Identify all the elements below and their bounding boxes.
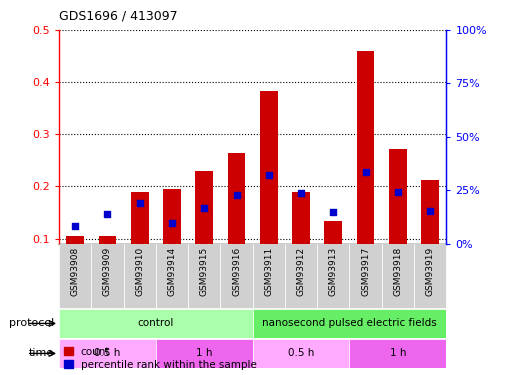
- FancyBboxPatch shape: [59, 309, 252, 338]
- Text: GSM93917: GSM93917: [361, 247, 370, 296]
- FancyBboxPatch shape: [317, 244, 349, 308]
- Text: GSM93911: GSM93911: [264, 247, 273, 296]
- Bar: [163, 189, 181, 244]
- FancyBboxPatch shape: [91, 244, 124, 308]
- Point: [329, 209, 338, 215]
- Text: GDS1696 / 413097: GDS1696 / 413097: [59, 9, 177, 22]
- Bar: [292, 192, 310, 244]
- Text: 0.5 h: 0.5 h: [288, 348, 314, 358]
- Text: protocol: protocol: [9, 318, 54, 328]
- FancyBboxPatch shape: [156, 339, 252, 368]
- FancyBboxPatch shape: [188, 244, 221, 308]
- FancyBboxPatch shape: [285, 244, 317, 308]
- Point: [426, 208, 435, 214]
- FancyBboxPatch shape: [414, 244, 446, 308]
- Bar: [421, 180, 439, 244]
- Point: [103, 210, 111, 216]
- FancyBboxPatch shape: [156, 244, 188, 308]
- Text: GSM93913: GSM93913: [329, 247, 338, 296]
- Point: [232, 192, 241, 198]
- Text: GSM93919: GSM93919: [426, 247, 435, 296]
- Point: [394, 189, 402, 195]
- Text: GSM93908: GSM93908: [71, 247, 80, 296]
- Text: GSM93914: GSM93914: [167, 247, 176, 296]
- Bar: [66, 236, 84, 244]
- FancyBboxPatch shape: [252, 244, 285, 308]
- Text: GSM93912: GSM93912: [297, 247, 306, 296]
- Text: GSM93910: GSM93910: [135, 247, 144, 296]
- FancyBboxPatch shape: [349, 339, 446, 368]
- Bar: [195, 171, 213, 244]
- Text: GSM93915: GSM93915: [200, 247, 209, 296]
- Bar: [324, 221, 342, 244]
- Bar: [131, 192, 149, 244]
- FancyBboxPatch shape: [124, 244, 156, 308]
- Bar: [98, 236, 116, 244]
- Text: 0.5 h: 0.5 h: [94, 348, 121, 358]
- Bar: [389, 149, 407, 244]
- Text: control: control: [137, 318, 174, 328]
- Bar: [357, 51, 374, 244]
- Point: [200, 205, 208, 211]
- Text: time: time: [29, 348, 54, 358]
- FancyBboxPatch shape: [349, 244, 382, 308]
- FancyBboxPatch shape: [221, 244, 252, 308]
- Text: GSM93916: GSM93916: [232, 247, 241, 296]
- FancyBboxPatch shape: [252, 309, 446, 338]
- Text: nanosecond pulsed electric fields: nanosecond pulsed electric fields: [262, 318, 437, 328]
- Text: GSM93918: GSM93918: [393, 247, 402, 296]
- Point: [362, 169, 370, 175]
- Point: [265, 172, 273, 178]
- Point: [135, 200, 144, 206]
- Bar: [260, 91, 278, 244]
- Point: [297, 190, 305, 196]
- Legend: count, percentile rank within the sample: count, percentile rank within the sample: [64, 346, 256, 370]
- FancyBboxPatch shape: [382, 244, 414, 308]
- Point: [168, 220, 176, 226]
- Text: GSM93909: GSM93909: [103, 247, 112, 296]
- Bar: [228, 153, 245, 244]
- FancyBboxPatch shape: [59, 244, 91, 308]
- FancyBboxPatch shape: [59, 339, 156, 368]
- Text: 1 h: 1 h: [390, 348, 406, 358]
- FancyBboxPatch shape: [252, 339, 349, 368]
- Point: [71, 222, 79, 228]
- Text: 1 h: 1 h: [196, 348, 212, 358]
